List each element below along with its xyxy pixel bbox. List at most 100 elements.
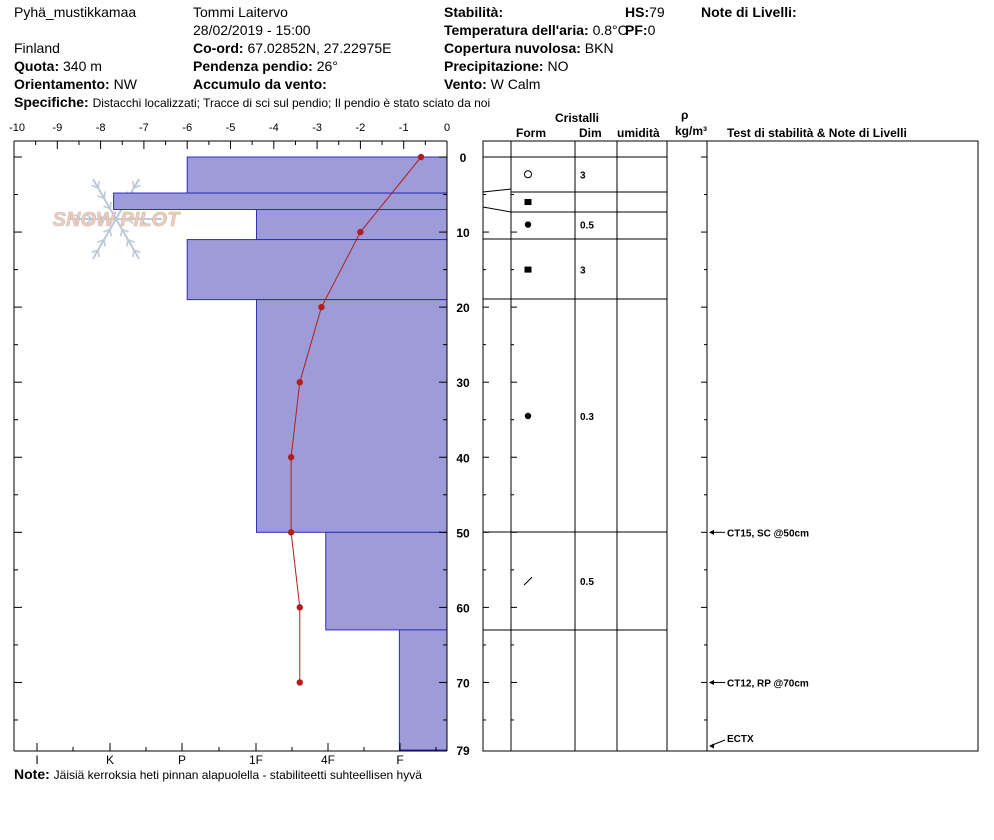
snowpilot-logo: SNOW PILOT	[52, 178, 181, 260]
stability-row: Stabilità:	[444, 4, 503, 20]
grain-form-melt-icon	[524, 221, 532, 228]
col-rho: ρ	[681, 108, 689, 122]
grain-form-faceted-icon	[524, 266, 532, 273]
observer-name: Tommi Laitervo	[193, 4, 288, 20]
hardness-tick-label: P	[178, 753, 186, 767]
snowflake-icon	[139, 218, 146, 225]
temp-tick-label: 0	[444, 122, 450, 134]
layer-bar	[398, 629, 448, 751]
temp-tick-label: -10	[9, 122, 25, 134]
snowflake-icon	[91, 184, 99, 189]
snowflake-icon	[91, 249, 99, 254]
grain-form-rounded-icon	[524, 170, 532, 179]
windload-label: Accumulo da vento:	[193, 76, 327, 92]
temp-tick-label: -1	[399, 122, 409, 134]
depth-tick-label: 30	[456, 376, 470, 390]
wind-label: Vento:	[444, 76, 487, 92]
layer-bar	[186, 239, 448, 301]
hardness-tick-label: 4F	[321, 753, 335, 767]
sky-label: Copertura nuvolosa:	[444, 40, 581, 56]
note-row: Note: Jäisiä kerroksia heti pinnan alapu…	[14, 766, 422, 783]
temp-tick-label: -4	[269, 122, 279, 134]
col-form: Form	[516, 126, 546, 140]
layer-bar	[325, 531, 448, 631]
layer-table-frame	[482, 140, 979, 752]
hs-label: HS:	[625, 4, 650, 20]
temperature-point	[287, 454, 295, 461]
snowflake-icon	[132, 180, 135, 188]
snowflake-icon	[92, 178, 117, 220]
snowflake-icon	[98, 218, 105, 225]
hardness-tick-label: K	[106, 753, 114, 767]
aspect-label: Orientamento:	[14, 76, 110, 92]
stability-test-label: CT12, RP @70cm	[727, 678, 809, 689]
windload-row: Accumulo da vento:	[193, 76, 327, 92]
slope-value: 26°	[316, 58, 338, 74]
airtemp-value: 0.8°C	[592, 22, 628, 38]
temp-tick-label: -9	[52, 122, 62, 134]
snowflake-icon	[103, 191, 106, 199]
grain-size-value: 0.5	[580, 577, 594, 588]
hardness-tick-label: F	[396, 753, 403, 767]
temperature-point	[296, 604, 303, 611]
temp-tick-label: -3	[312, 122, 322, 134]
snowflake-icon	[120, 229, 123, 237]
depth-tick-label: 0	[460, 151, 467, 165]
layer-bar	[255, 299, 448, 533]
snowflake-icon	[132, 250, 135, 258]
snowflake-icon	[127, 213, 134, 220]
snowflake-icon	[97, 239, 105, 243]
snowflake-icon	[127, 218, 134, 225]
temperature-point	[417, 153, 425, 161]
layer-bar	[186, 156, 448, 194]
snowflake-icon	[151, 218, 158, 225]
pf-label: PF:	[625, 22, 648, 38]
snowflake-icon	[126, 239, 129, 247]
depth-tick-label: 40	[456, 451, 470, 465]
snowflake-icon	[97, 250, 100, 258]
col-cristalli: Cristalli	[555, 111, 600, 125]
hardness-tick-label: 1F	[249, 753, 263, 767]
precip-value: NO	[547, 58, 569, 74]
observation-datetime: 28/02/2019 - 15:00	[193, 22, 311, 38]
snowflake-icon	[133, 184, 141, 189]
specifics-value: Distacchi localizzati; Tracce di sci sul…	[92, 96, 491, 110]
sky-row: Copertura nuvolosa: BKN	[444, 40, 614, 56]
test-arrow-icon	[709, 743, 714, 749]
snowflake-icon	[86, 213, 93, 220]
snowflake-icon	[103, 228, 111, 233]
snowflake-icon	[86, 218, 93, 225]
layer-bar	[255, 209, 448, 241]
grain-form-melt-icon	[524, 412, 532, 420]
note-label: Note:	[14, 766, 50, 782]
depth-tick-label: 79	[456, 744, 470, 758]
snowflake-icon	[97, 195, 105, 199]
hardness-tick-label: I	[35, 753, 38, 767]
wind-value: W Calm	[490, 76, 541, 92]
test-arrow-icon	[709, 679, 714, 685]
depth-tick-label: 10	[456, 226, 470, 240]
hs-value: 79	[649, 4, 665, 20]
depth-tick-label: 60	[456, 601, 470, 615]
slope-label: Pendenza pendio:	[193, 58, 313, 74]
temperature-point	[318, 303, 325, 311]
precip-row: Precipitazione: NO	[444, 58, 568, 74]
wind-row: Vento: W Calm	[444, 76, 540, 92]
layer-bar	[113, 192, 448, 211]
layer-notes-label: Note di Livelli:	[701, 4, 797, 20]
aspect-row: Orientamento: NW	[14, 76, 137, 92]
test-arrow-icon	[709, 529, 714, 535]
note-value: Jäisiä kerroksia heti pinnan alapuolella…	[53, 768, 422, 782]
grain-size-value: 0.3	[580, 412, 594, 423]
airtemp-row: Temperatura dell'aria: 0.8°C	[444, 22, 628, 38]
temperature-line	[290, 156, 422, 683]
snowflake-icon	[74, 218, 81, 225]
depth-tick-label: 50	[456, 526, 470, 540]
snowflake-icon	[103, 239, 106, 247]
layer-connector	[482, 206, 512, 213]
airtemp-label: Temperatura dell'aria:	[444, 22, 589, 38]
temp-tick-label: -2	[356, 122, 366, 134]
col-density-unit: kg/m³	[675, 124, 708, 138]
snowflake-icon	[121, 228, 129, 233]
